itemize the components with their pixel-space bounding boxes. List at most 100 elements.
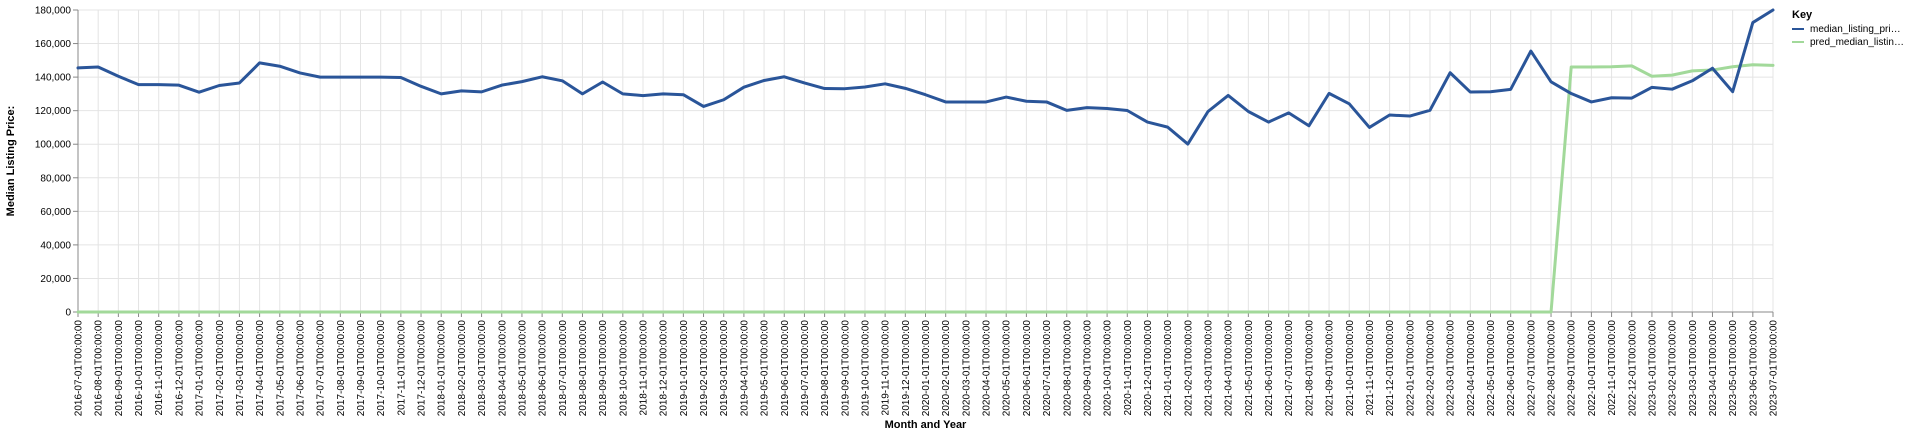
legend-label: pred_median_listin… (1810, 37, 1904, 48)
y-axis-title: Median Listing Price: (5, 106, 17, 217)
x-tick-label: 2018-06-01T00:00:00 (538, 320, 549, 417)
x-tick-label: 2017-11-01T00:00:00 (396, 320, 407, 416)
x-tick-label: 2023-01-01T00:00:00 (1647, 320, 1658, 417)
x-tick-label: 2020-08-01T00:00:00 (1062, 320, 1073, 417)
x-tick-label: 2019-10-01T00:00:00 (860, 320, 871, 417)
x-tick-label: 2016-09-01T00:00:00 (114, 320, 125, 417)
gridlines (77, 9, 1774, 313)
x-tick-label: 2020-09-01T00:00:00 (1082, 320, 1093, 417)
y-tick-label: 100,000 (35, 140, 72, 151)
x-tick-label: 2016-11-01T00:00:00 (154, 320, 165, 416)
x-tick-label: 2017-02-01T00:00:00 (215, 320, 226, 417)
y-tick-label: 40,000 (40, 240, 71, 251)
y-tick-label: 80,000 (40, 173, 71, 184)
x-tick-label: 2022-12-01T00:00:00 (1627, 320, 1638, 417)
x-tick-label: 2021-03-01T00:00:00 (1204, 320, 1215, 417)
x-tick-label: 2017-05-01T00:00:00 (275, 320, 286, 417)
x-tick-label: 2019-06-01T00:00:00 (780, 320, 791, 417)
legend-title: Key (1792, 9, 1813, 21)
x-tick-label: 2022-02-01T00:00:00 (1425, 320, 1436, 417)
x-tick-label: 2023-06-01T00:00:00 (1748, 320, 1759, 417)
x-tick-label: 2020-05-01T00:00:00 (1002, 320, 1013, 417)
y-tick-label: 0 (65, 308, 71, 319)
x-tick-label: 2022-11-01T00:00:00 (1607, 320, 1618, 416)
x-tick-label: 2022-01-01T00:00:00 (1405, 320, 1416, 417)
x-tick-label: 2020-03-01T00:00:00 (961, 320, 972, 417)
series-line-0 (76, 8, 1775, 146)
x-tick-label: 2021-05-01T00:00:00 (1244, 320, 1255, 417)
x-tick-label: 2016-07-01T00:00:00 (74, 320, 85, 417)
x-tick-label: 2023-02-01T00:00:00 (1668, 320, 1679, 417)
x-tick-label: 2021-02-01T00:00:00 (1183, 320, 1194, 417)
x-tick-label: 2020-10-01T00:00:00 (1103, 320, 1114, 417)
x-tick-label: 2017-06-01T00:00:00 (295, 320, 306, 417)
x-tick-label: 2017-12-01T00:00:00 (417, 320, 428, 417)
x-tick-label: 2021-11-01T00:00:00 (1365, 320, 1376, 416)
x-tick-label: 2019-03-01T00:00:00 (719, 320, 730, 417)
x-tick-label: 2020-07-01T00:00:00 (1042, 320, 1053, 417)
x-tick-label: 2023-04-01T00:00:00 (1708, 320, 1719, 417)
x-tick-label: 2022-04-01T00:00:00 (1466, 320, 1477, 417)
x-tick-label: 2019-09-01T00:00:00 (840, 320, 851, 417)
x-tick-label: 2019-04-01T00:00:00 (739, 320, 750, 417)
x-tick-label: 2022-07-01T00:00:00 (1526, 320, 1537, 417)
x-tick-label: 2022-08-01T00:00:00 (1547, 320, 1558, 417)
legend: Key median_listing_pri… pred_median_listi… (1792, 9, 1904, 48)
x-tick-label: 2021-07-01T00:00:00 (1284, 320, 1295, 417)
x-tick-label: 2017-04-01T00:00:00 (255, 320, 266, 417)
axes: 0 20,000 40,000 60,000 80,000 100,000 120,000 1… (35, 6, 1780, 417)
x-tick-label: 2018-07-01T00:00:00 (558, 320, 569, 417)
x-tick-label: 2016-12-01T00:00:00 (174, 320, 185, 417)
x-tick-label: 2018-04-01T00:00:00 (497, 320, 508, 417)
series-lines (76, 8, 1775, 314)
x-tick-label: 2017-09-01T00:00:00 (356, 320, 367, 417)
x-tick-label: 2021-12-01T00:00:00 (1385, 320, 1396, 417)
x-tick-label: 2016-10-01T00:00:00 (134, 320, 145, 417)
y-tick-label: 140,000 (35, 73, 72, 84)
x-tick-label: 2019-02-01T00:00:00 (699, 320, 710, 417)
x-tick-label: 2018-11-01T00:00:00 (639, 320, 650, 416)
x-tick-label: 2019-08-01T00:00:00 (820, 320, 831, 417)
x-tick-label: 2018-08-01T00:00:00 (578, 320, 589, 417)
x-tick-label: 2020-11-01T00:00:00 (1123, 320, 1134, 416)
x-tick-label: 2021-01-01T00:00:00 (1163, 320, 1174, 417)
y-tick-label: 160,000 (35, 39, 72, 50)
x-tick-label: 2023-03-01T00:00:00 (1688, 320, 1699, 417)
x-tick-label: 2023-05-01T00:00:00 (1728, 320, 1739, 417)
x-tick-label: 2022-03-01T00:00:00 (1446, 320, 1457, 417)
x-tick-label: 2018-09-01T00:00:00 (598, 320, 609, 417)
x-tick-label: 2016-08-01T00:00:00 (94, 320, 105, 417)
x-tick-label: 2018-12-01T00:00:00 (659, 320, 670, 417)
x-tick-label: 2021-10-01T00:00:00 (1345, 320, 1356, 417)
x-tick-label: 2017-08-01T00:00:00 (336, 320, 347, 417)
x-tick-label: 2019-11-01T00:00:00 (881, 320, 892, 416)
x-tick-label: 2018-05-01T00:00:00 (517, 320, 528, 417)
series-line-1 (76, 63, 1775, 314)
x-axis-title: Month and Year (885, 419, 967, 431)
x-tick-label: 2020-01-01T00:00:00 (921, 320, 932, 417)
x-tick-label: 2017-03-01T00:00:00 (235, 320, 246, 417)
x-tick-label: 2022-05-01T00:00:00 (1486, 320, 1497, 417)
x-tick-label: 2021-09-01T00:00:00 (1325, 320, 1336, 417)
y-tick-label: 120,000 (35, 106, 72, 117)
x-tick-label: 2023-07-01T00:00:00 (1769, 320, 1780, 417)
x-tick-label: 2017-07-01T00:00:00 (316, 320, 327, 417)
x-tick-label: 2020-04-01T00:00:00 (982, 320, 993, 417)
x-tick-label: 2019-12-01T00:00:00 (901, 320, 912, 417)
x-tick-label: 2017-01-01T00:00:00 (195, 320, 206, 417)
y-tick-label: 20,000 (40, 274, 71, 285)
x-tick-label: 2019-07-01T00:00:00 (800, 320, 811, 417)
x-tick-label: 2018-10-01T00:00:00 (618, 320, 629, 417)
x-tick-label: 2021-08-01T00:00:00 (1304, 320, 1315, 417)
x-tick-label: 2018-03-01T00:00:00 (477, 320, 488, 417)
x-tick-label: 2022-09-01T00:00:00 (1567, 320, 1578, 417)
x-tick-label: 2021-04-01T00:00:00 (1224, 320, 1235, 417)
x-tick-label: 2022-10-01T00:00:00 (1587, 320, 1598, 417)
x-tick-label: 2020-02-01T00:00:00 (941, 320, 952, 417)
x-tick-label: 2019-01-01T00:00:00 (679, 320, 690, 417)
x-tick-label: 2021-06-01T00:00:00 (1264, 320, 1275, 417)
x-tick-label: 2020-12-01T00:00:00 (1143, 320, 1154, 417)
x-tick-label: 2017-10-01T00:00:00 (376, 320, 387, 417)
x-tick-label: 2020-06-01T00:00:00 (1022, 320, 1033, 417)
